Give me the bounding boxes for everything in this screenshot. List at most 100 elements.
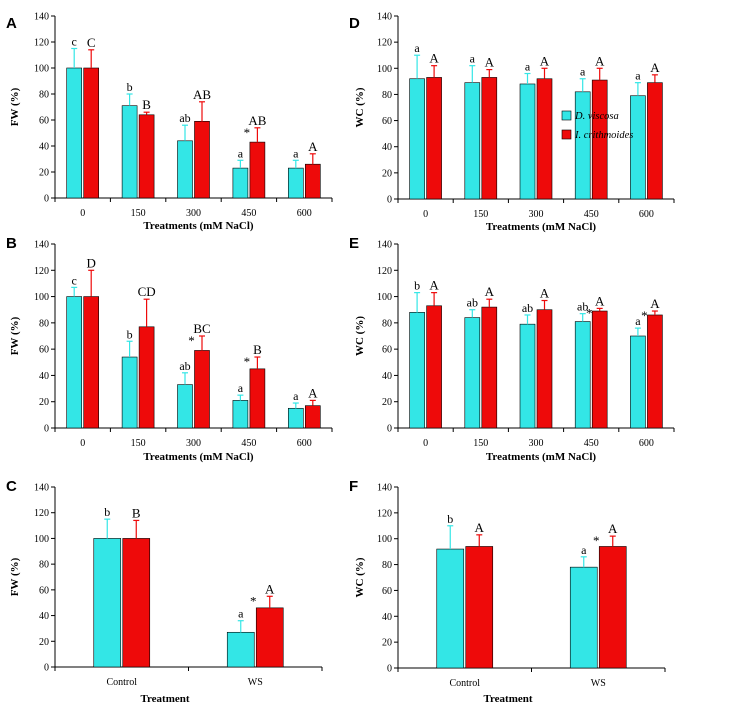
y-tick-label: 80	[382, 90, 392, 101]
bar-i-crithmoides-300	[194, 121, 210, 199]
x-tick-label: 300	[529, 209, 544, 220]
y-tick-label: 100	[34, 64, 49, 75]
significance-letter: a	[635, 314, 641, 328]
bar-d-viscosa-0	[409, 312, 425, 429]
significance-star: *	[244, 125, 251, 140]
y-tick-label: 120	[34, 38, 49, 49]
y-tick-label: 40	[39, 371, 49, 382]
bar-d-viscosa-0	[409, 78, 425, 200]
significance-letter: A	[540, 286, 550, 301]
legend-swatch-d-viscosa	[561, 110, 572, 121]
panel-letter: F	[349, 478, 358, 495]
significance-letter: a	[470, 52, 476, 66]
significance-letter: B	[253, 342, 262, 357]
y-tick-label: 0	[387, 195, 392, 206]
y-tick-label: 20	[382, 397, 392, 408]
bar-d-viscosa-300	[177, 140, 193, 199]
x-axis-label: Treatments (mM NaCl)	[486, 221, 597, 233]
significance-letter: a	[238, 607, 244, 621]
significance-letter: A	[650, 296, 660, 311]
bar-i-crithmoides-ws	[598, 546, 627, 669]
significance-letter: A	[485, 55, 495, 70]
bar-d-viscosa-600	[287, 167, 304, 199]
y-axis-label: FW (%)	[9, 557, 21, 596]
significance-letter: c	[72, 35, 77, 49]
bar-d-viscosa-600	[287, 407, 304, 429]
x-axis-label: Treatments (mM NaCl)	[143, 220, 254, 232]
significance-star: *	[593, 533, 600, 548]
bar-i-crithmoides-300	[536, 78, 553, 200]
x-tick-label: 300	[186, 438, 201, 449]
x-tick-label: 0	[423, 438, 428, 449]
panel-b: B 0 20 40 60 80 100 120 140 FW (%) 0 cD 150 b CD 300 ab B…	[6, 235, 333, 463]
significance-letter: A	[595, 53, 605, 68]
significance-star: *	[188, 333, 195, 348]
x-tick-label: Control	[449, 678, 480, 689]
y-axis-label: WC (%)	[354, 316, 366, 356]
significance-letter: A	[485, 284, 495, 299]
y-tick-label: 140	[34, 240, 49, 251]
x-tick-label: 450	[241, 438, 256, 449]
bar-i-crithmoides-0	[426, 77, 442, 200]
y-tick-label: 100	[34, 292, 49, 303]
y-tick-label: 40	[39, 611, 49, 622]
bar-d-viscosa-control	[93, 538, 122, 668]
x-tick-label: WS	[591, 678, 606, 689]
bar-i-crithmoides-300	[194, 350, 210, 429]
y-tick-label: 60	[39, 585, 49, 596]
y-tick-label: 20	[382, 638, 392, 649]
x-axis-label: Treatment	[483, 693, 532, 705]
x-tick-label: Control	[106, 677, 137, 688]
y-tick-label: 0	[44, 663, 49, 674]
y-tick-label: 0	[44, 424, 49, 435]
bar-d-viscosa-600	[630, 95, 646, 200]
bar-d-viscosa-150	[464, 317, 481, 429]
y-tick-label: 40	[382, 371, 392, 382]
bar-d-viscosa-600	[630, 335, 646, 429]
bar-i-crithmoides-0	[426, 305, 442, 429]
bar-i-crithmoides-150	[481, 306, 498, 429]
y-tick-label: 20	[39, 168, 49, 179]
x-tick-label: 600	[297, 438, 312, 449]
y-tick-label: 120	[34, 508, 49, 519]
x-tick-label: 300	[186, 208, 201, 219]
x-tick-label: 150	[473, 438, 488, 449]
y-tick-label: 140	[34, 483, 49, 494]
y-tick-label: 20	[39, 397, 49, 408]
y-tick-label: 140	[377, 483, 392, 494]
significance-star: *	[586, 305, 593, 320]
y-tick-label: 60	[39, 345, 49, 356]
bar-d-viscosa-300	[177, 384, 193, 429]
y-tick-label: 80	[382, 560, 392, 571]
y-tick-label: 120	[377, 266, 392, 277]
significance-letter: A	[308, 385, 318, 400]
bar-i-crithmoides-600	[304, 405, 321, 429]
y-tick-label: 20	[382, 168, 392, 179]
significance-letter: ab	[179, 111, 190, 125]
bar-i-crithmoides-300	[536, 309, 553, 429]
bar-i-crithmoides-0	[83, 296, 99, 429]
x-axis-label: Treatment	[140, 693, 189, 705]
y-tick-label: 60	[39, 116, 49, 127]
significance-letter: AB	[248, 113, 266, 128]
significance-star: *	[250, 593, 257, 608]
panel-letter: E	[349, 235, 359, 252]
bar-d-viscosa-300	[519, 323, 536, 429]
y-tick-label: 140	[377, 12, 392, 23]
significance-letter: b	[127, 327, 133, 341]
y-tick-label: 120	[377, 38, 392, 49]
x-tick-label: 150	[131, 208, 146, 219]
y-axis-label: WC (%)	[354, 87, 366, 127]
bar-i-crithmoides-150	[481, 77, 498, 200]
x-tick-label: 450	[584, 209, 599, 220]
significance-letter: a	[414, 41, 420, 55]
significance-letter: B	[132, 505, 141, 520]
significance-letter: ab	[467, 296, 478, 310]
significance-letter: A	[308, 139, 318, 154]
significance-letter: b	[447, 512, 453, 526]
significance-letter: b	[104, 505, 110, 519]
x-tick-label: 150	[473, 209, 488, 220]
